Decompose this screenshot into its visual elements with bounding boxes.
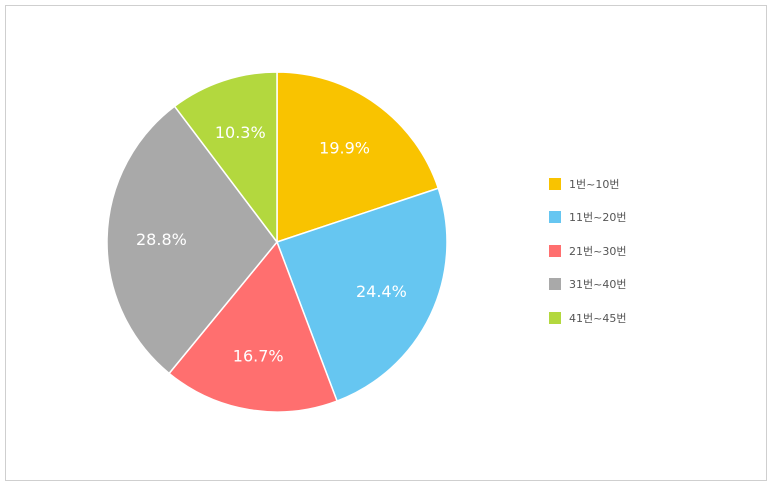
pie-slice [168,240,338,413]
legend-swatch [549,211,561,224]
legend-label: 41번~45번 [569,311,627,325]
legend-item: 21번~30번 [549,243,626,259]
legend-swatch [549,244,561,257]
legend-swatch [549,178,561,190]
legend-label: 21번~30번 [569,244,627,258]
slice-data-label: 16.7% [233,347,284,366]
pie-slice [106,105,278,375]
legend-item: 11번~20번 [549,209,626,225]
pie-slices [106,71,448,413]
slice-data-label: 10.3% [215,123,266,142]
pie-slice [276,187,448,403]
slice-data-label: 28.8% [136,230,187,249]
pie-slice-labels: 19.9% 24.4% 16.7% 28.8% 10.3% [136,123,407,366]
legend-item: 31번~40번 [549,276,626,292]
legend-label: 11번~20번 [569,211,627,225]
slice-data-label: 19.9% [319,139,370,158]
legend-item: 1번~10번 [549,176,626,192]
pie-slice [276,71,440,244]
legend-label: 1번~10번 [569,178,620,191]
legend-item: 41번~45번 [549,310,626,326]
legend-swatch [549,311,561,324]
slice-data-label: 24.4% [356,282,407,301]
legend-swatch [549,278,561,291]
pie-slice [173,71,278,245]
chart-legend: 1번~10번 11번~20번 21번~30번 31번~40번 41번~45번 [549,176,626,343]
legend-label: 31번~40번 [569,278,627,292]
